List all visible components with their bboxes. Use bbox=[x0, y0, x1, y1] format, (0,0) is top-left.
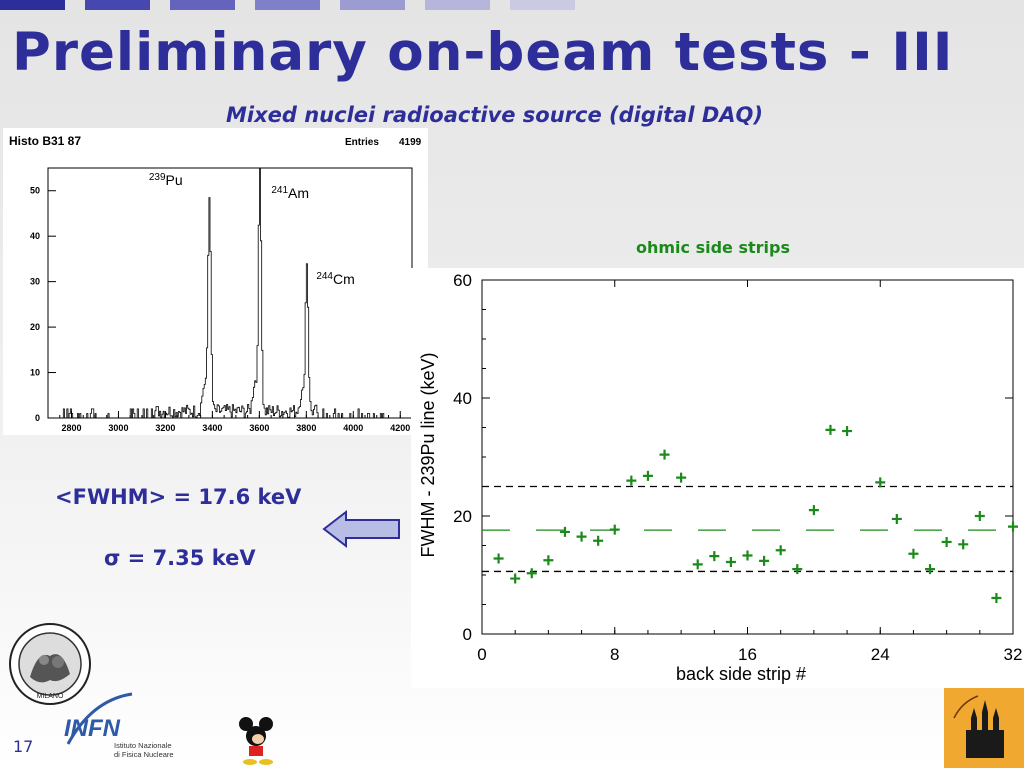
slide-title: Preliminary on-beam tests - III bbox=[12, 22, 954, 83]
data-point bbox=[842, 426, 853, 437]
data-point bbox=[576, 531, 587, 542]
scatter-x-tick-label: 32 bbox=[1004, 645, 1023, 664]
data-point bbox=[510, 573, 521, 584]
data-point bbox=[559, 526, 570, 537]
histogram-x-tick-label: 3400 bbox=[202, 423, 222, 433]
histogram-panel: Histo B31 87 Entries 4199 2800 3000 3200 34… bbox=[3, 128, 428, 435]
data-point bbox=[593, 535, 604, 546]
scatter-x-tick-label: 8 bbox=[610, 645, 619, 664]
header-bar bbox=[510, 0, 575, 10]
peak-label-am: 241Am bbox=[271, 185, 309, 201]
svg-text:di Fisica Nucleare: di Fisica Nucleare bbox=[114, 750, 174, 759]
scatter-x-tick-label: 0 bbox=[477, 645, 486, 664]
data-point bbox=[775, 545, 786, 556]
castle-logo bbox=[944, 688, 1024, 768]
politecnico-logo: MILANO bbox=[9, 623, 91, 705]
scatter-x-axis-label: back side strip # bbox=[676, 664, 806, 684]
header-bar bbox=[0, 0, 65, 10]
header-bar bbox=[85, 0, 150, 10]
data-point bbox=[875, 477, 886, 488]
histogram-stats-label: Entries bbox=[345, 137, 379, 148]
data-point bbox=[526, 568, 537, 579]
data-point bbox=[974, 511, 985, 521]
scatter-y-tick-label: 20 bbox=[453, 507, 472, 526]
data-point bbox=[792, 564, 803, 575]
scatter-panel: 0 8 16 24 32 0 20 40 60 FWHM - 239Pu line (keV) … bbox=[411, 268, 1024, 688]
histogram-y-tick-label: 30 bbox=[30, 277, 40, 287]
data-point bbox=[891, 513, 902, 524]
data-point bbox=[543, 555, 554, 566]
data-point bbox=[709, 551, 720, 562]
histogram-y-tick-label: 20 bbox=[30, 322, 40, 332]
histogram-x-tick-label: 3600 bbox=[249, 423, 269, 433]
data-point bbox=[925, 564, 936, 575]
data-point bbox=[941, 536, 952, 547]
histogram-stats-value: 4199 bbox=[399, 137, 422, 148]
data-point bbox=[642, 470, 653, 481]
histogram-y-tick-label: 10 bbox=[30, 368, 40, 378]
scatter-frame bbox=[481, 279, 1014, 635]
data-point bbox=[692, 559, 703, 570]
histogram-chart: Histo B31 87 Entries 4199 2800 3000 3200 34… bbox=[9, 134, 422, 433]
histogram-x-tick-label: 3000 bbox=[108, 423, 128, 433]
peak-label-pu: 239Pu bbox=[149, 172, 183, 188]
header-bar bbox=[255, 0, 320, 10]
header-bar bbox=[425, 0, 490, 10]
histogram-y-tick-label: 0 bbox=[35, 413, 40, 423]
data-point bbox=[676, 472, 687, 483]
histogram-title: Histo B31 87 bbox=[9, 134, 81, 148]
histogram-y-tick-label: 50 bbox=[30, 186, 40, 196]
sigma-value: σ = 7.35 keV bbox=[104, 546, 256, 570]
data-point bbox=[493, 553, 504, 564]
data-point bbox=[808, 505, 819, 516]
data-point bbox=[825, 424, 836, 435]
data-point bbox=[609, 524, 620, 535]
histogram-x-tick-label: 2800 bbox=[61, 423, 81, 433]
header-decoration-bars bbox=[0, 0, 600, 10]
data-point bbox=[742, 550, 753, 561]
mickey-icon bbox=[239, 717, 273, 765]
data-point bbox=[991, 593, 1002, 604]
data-point bbox=[626, 475, 637, 486]
scatter-x-tick-label: 24 bbox=[871, 645, 890, 664]
scatter-y-tick-label: 0 bbox=[463, 625, 472, 644]
header-bar bbox=[170, 0, 235, 10]
histogram-x-tick-label: 4000 bbox=[343, 423, 363, 433]
data-point bbox=[1008, 521, 1018, 532]
scatter-y-axis-label: FWHM - 239Pu line (keV) bbox=[418, 352, 438, 557]
histogram-x-tick-label: 4200 bbox=[390, 423, 410, 433]
fwhm-value: <FWHM> = 17.6 keV bbox=[55, 485, 302, 509]
infn-logo: INFN Istituto Nazionale di Fisica Nuclea… bbox=[64, 692, 174, 759]
data-point bbox=[659, 449, 670, 460]
histogram-x-tick-label: 3800 bbox=[296, 423, 316, 433]
header-bar bbox=[340, 0, 405, 10]
svg-text:INFN: INFN bbox=[64, 715, 121, 742]
data-point bbox=[958, 539, 969, 550]
svg-text:MILANO: MILANO bbox=[37, 693, 64, 700]
scatter-x-tick-label: 16 bbox=[738, 645, 757, 664]
scatter-y-tick-label: 60 bbox=[453, 271, 472, 290]
histogram-spectrum bbox=[48, 167, 385, 419]
svg-text:Istituto Nazionale: Istituto Nazionale bbox=[114, 741, 172, 750]
peak-label-cm: 244Cm bbox=[316, 271, 354, 287]
slide-subtitle: Mixed nuclei radioactive source (digital… bbox=[226, 103, 763, 127]
slide-number: 17 bbox=[13, 737, 34, 756]
histogram-frame bbox=[47, 167, 413, 419]
left-arrow-icon bbox=[322, 509, 400, 549]
data-point bbox=[908, 548, 919, 559]
ohmic-side-label: ohmic side strips bbox=[636, 238, 790, 257]
histogram-x-tick-label: 3200 bbox=[155, 423, 175, 433]
histogram-y-tick-label: 40 bbox=[30, 231, 40, 241]
scatter-y-tick-label: 40 bbox=[453, 389, 472, 408]
data-point bbox=[759, 555, 770, 566]
data-point bbox=[725, 557, 736, 568]
